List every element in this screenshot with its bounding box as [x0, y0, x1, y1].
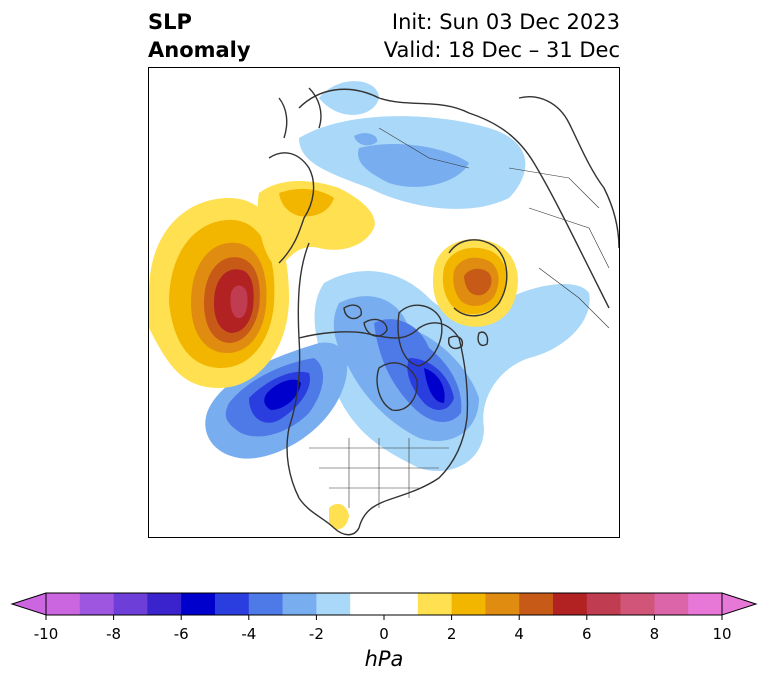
colorbar-bin-12 — [485, 593, 520, 615]
colorbar-bin-3 — [147, 593, 182, 615]
colorbar-bin-0 — [46, 593, 81, 615]
colorbar-bin-9 — [350, 593, 419, 615]
colorbar — [10, 592, 758, 620]
colorbar-tick-label: -4 — [241, 625, 257, 643]
colorbar-tick-label: -8 — [106, 625, 122, 643]
alaska-high — [257, 181, 375, 268]
title-right: Init: Sun 03 Dec 2023 Valid: 18 Dec – 31… — [384, 8, 620, 64]
colorbar-bin-14 — [553, 593, 588, 615]
colorbar-ticks — [45, 615, 723, 620]
colorbar-unit-label: hPa — [364, 647, 404, 671]
colorbar-bins — [46, 593, 723, 615]
colorbar-bin-5 — [215, 593, 250, 615]
colorbar-tick-label: 4 — [514, 625, 524, 643]
colorbar-bin-18 — [688, 593, 723, 615]
arctic-low — [314, 271, 590, 472]
colorbar-bin-2 — [113, 593, 148, 615]
country-borders — [309, 127, 610, 508]
colorbar-tick-label: 0 — [379, 625, 389, 643]
title-slp: SLP — [148, 10, 192, 34]
colorbar-under-arrow — [10, 592, 47, 616]
colorbar-tick-label: -2 — [308, 625, 324, 643]
map-panel — [148, 67, 620, 538]
title-anomaly: Anomaly — [148, 38, 251, 62]
coastlines — [268, 87, 619, 536]
colorbar-bin-4 — [181, 593, 216, 615]
north-pacific-high — [149, 198, 289, 388]
colorbar-tick-label: -10 — [33, 625, 59, 643]
colorbar-over-arrow — [721, 592, 758, 616]
colorbar-tick-label: 6 — [582, 625, 592, 643]
colorbar-tick-label: 10 — [712, 625, 732, 643]
colorbar-bin-10 — [417, 593, 452, 615]
colorbar-bin-8 — [316, 593, 351, 615]
colorbar-tick-label: 2 — [446, 625, 457, 643]
scandinavia-high — [432, 239, 518, 327]
colorbar-bin-6 — [248, 593, 283, 615]
colorbar-bin-1 — [79, 593, 114, 615]
title-left: SLP Anomaly — [148, 8, 251, 64]
eurasian-low — [299, 81, 526, 209]
valid-range: Valid: 18 Dec – 31 Dec — [383, 38, 620, 62]
mexico-high — [329, 503, 349, 530]
colorbar-tick-label: -6 — [173, 625, 189, 643]
colorbar-bin-11 — [451, 593, 486, 615]
colorbar-bin-7 — [282, 593, 317, 615]
colorbar-bin-17 — [654, 593, 689, 615]
colorbar-bin-16 — [620, 593, 655, 615]
init-date: Init: Sun 03 Dec 2023 — [391, 10, 620, 34]
colorbar-bin-13 — [519, 593, 554, 615]
colorbar-bin-15 — [586, 593, 621, 615]
slp-anomaly-map — [149, 68, 619, 537]
colorbar-tick-label: 8 — [649, 625, 660, 643]
